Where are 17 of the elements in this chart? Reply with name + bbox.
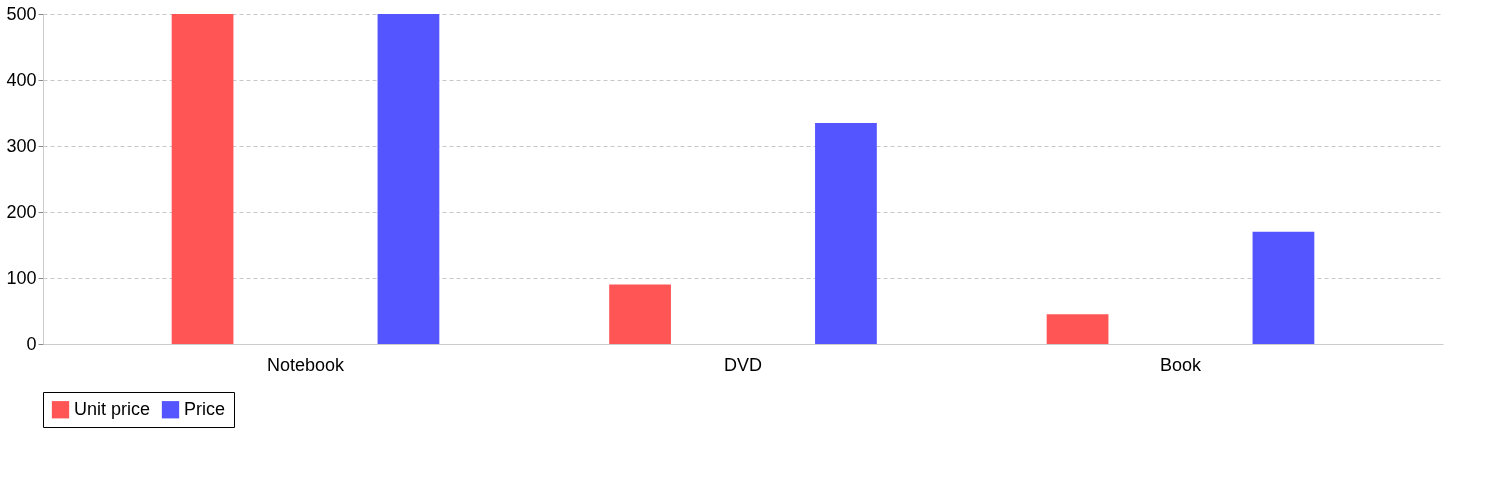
bar xyxy=(609,284,671,344)
bar xyxy=(815,122,877,344)
y-tick-label: 500 xyxy=(6,3,37,24)
y-tick-label: 300 xyxy=(6,135,37,156)
x-tick-label: DVD xyxy=(723,354,763,375)
y-tick-label: 0 xyxy=(26,333,37,354)
y-tick-label: 200 xyxy=(6,201,37,222)
x-tick-label: Book xyxy=(1159,354,1203,375)
y-tick-label: 100 xyxy=(6,267,37,288)
bar xyxy=(377,14,440,344)
bar xyxy=(171,14,234,344)
legend-label: Unit price xyxy=(74,398,151,419)
bar xyxy=(1252,231,1315,344)
bar xyxy=(1046,314,1109,344)
legend-label: Price xyxy=(184,398,226,419)
y-tick-label: 400 xyxy=(6,69,37,90)
x-tick-label: Notebook xyxy=(266,354,346,375)
